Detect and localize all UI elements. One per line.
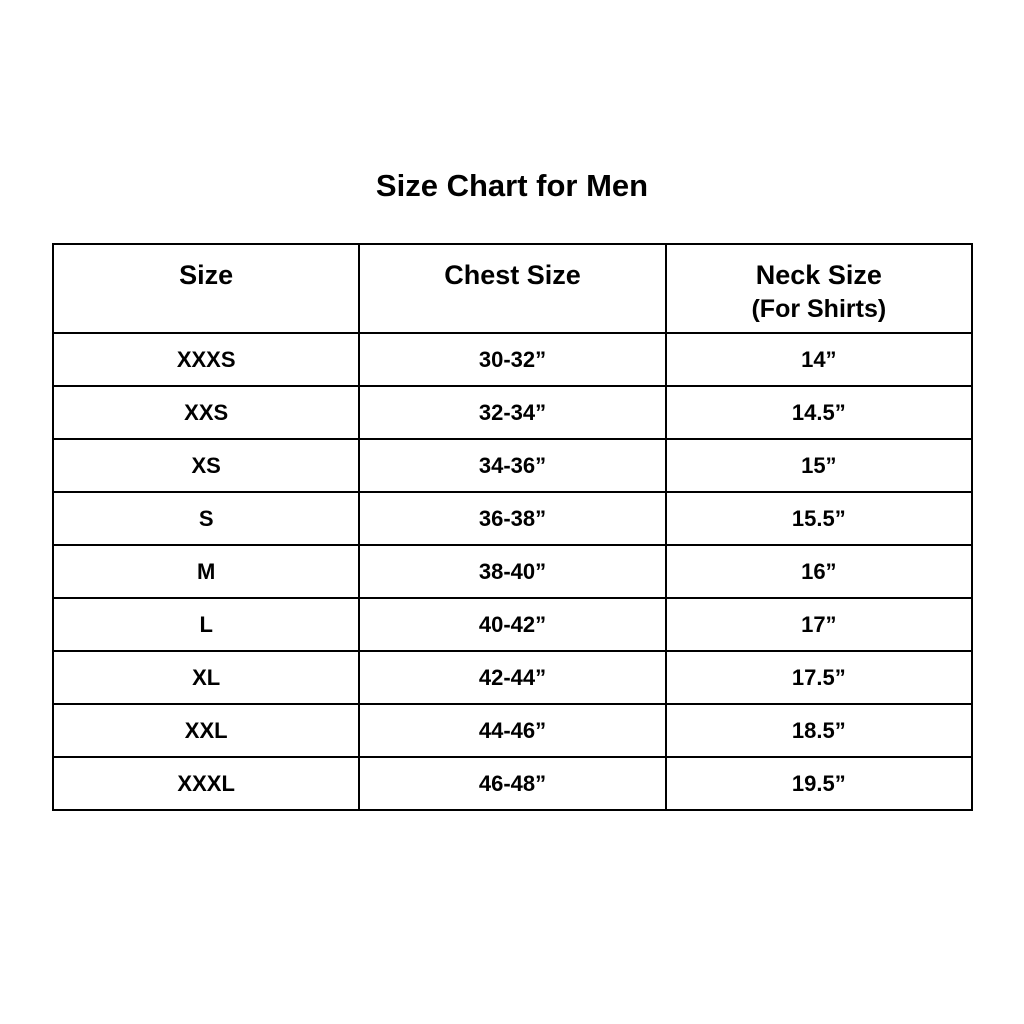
table-row: XXL 44-46” 18.5”	[51, 703, 974, 758]
cell-neck: 14.5”	[664, 385, 974, 440]
cell-chest: 30-32”	[358, 332, 667, 387]
header-neck-label: Neck Size	[755, 260, 882, 290]
cell-neck: 15.5”	[664, 491, 974, 546]
cell-chest: 32-34”	[358, 385, 667, 440]
table-row: XXS 32-34” 14.5”	[51, 385, 974, 440]
table-row: XL 42-44” 17.5”	[51, 650, 974, 705]
cell-neck: 15”	[664, 438, 974, 493]
cell-chest: 40-42”	[358, 597, 667, 652]
header-neck-size: Neck Size (For Shirts)	[664, 243, 974, 334]
cell-neck: 14”	[664, 332, 974, 387]
cell-size: XL	[51, 650, 361, 705]
table-row: M 38-40” 16”	[51, 544, 974, 599]
cell-neck: 17.5”	[664, 650, 974, 705]
header-chest-size: Chest Size	[358, 243, 667, 334]
size-chart-table: Size Chest Size Neck Size (For Shirts) X…	[51, 243, 974, 811]
cell-chest: 34-36”	[358, 438, 667, 493]
table-row: XXXL 46-48” 19.5”	[51, 756, 974, 811]
page-title: Size Chart for Men	[375, 168, 649, 203]
cell-size: S	[51, 491, 361, 546]
header-size: Size	[51, 243, 361, 334]
cell-chest: 46-48”	[358, 756, 667, 811]
cell-size: XXS	[51, 385, 361, 440]
cell-size: XXXS	[51, 332, 361, 387]
cell-neck: 18.5”	[664, 703, 974, 758]
cell-neck: 16”	[664, 544, 974, 599]
header-row: Size Chest Size Neck Size (For Shirts)	[51, 243, 974, 334]
cell-size: M	[51, 544, 361, 599]
cell-chest: 44-46”	[358, 703, 667, 758]
cell-chest: 42-44”	[358, 650, 667, 705]
cell-neck: 19.5”	[664, 756, 974, 811]
cell-size: XS	[51, 438, 361, 493]
table-row: XXXS 30-32” 14”	[51, 332, 974, 387]
cell-chest: 36-38”	[358, 491, 667, 546]
table-row: S 36-38” 15.5”	[51, 491, 974, 546]
table-row: L 40-42” 17”	[51, 597, 974, 652]
cell-size: XXL	[51, 703, 361, 758]
cell-neck: 17”	[664, 597, 974, 652]
table-row: XS 34-36” 15”	[51, 438, 974, 493]
cell-size: L	[51, 597, 361, 652]
header-neck-sublabel: (For Shirts)	[751, 295, 887, 323]
cell-chest: 38-40”	[358, 544, 667, 599]
cell-size: XXXL	[51, 756, 361, 811]
